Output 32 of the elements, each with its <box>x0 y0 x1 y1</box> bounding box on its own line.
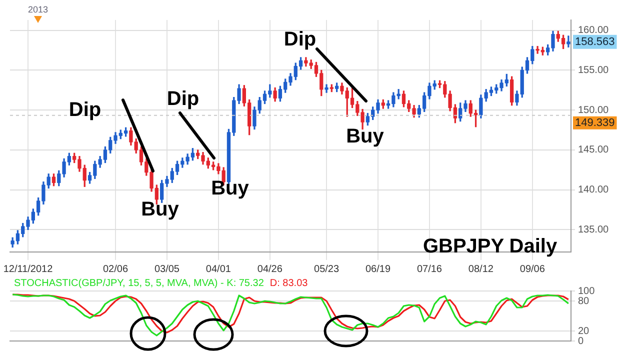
x-tick-label: 04/01 <box>206 264 232 275</box>
series-label: D: 83.03 <box>270 278 308 289</box>
y-tick-label: 155.00 <box>578 64 610 76</box>
y-tick-label: 140.00 <box>578 184 610 196</box>
x-tick-label: 06/19 <box>365 264 391 275</box>
x-tick-label: 05/23 <box>314 264 340 275</box>
annotation: Dip <box>166 88 200 110</box>
annotation: Buy <box>211 178 250 200</box>
y-tick-label: 0 <box>578 336 584 347</box>
x-tick-label: 04/26 <box>257 264 283 275</box>
ref-line-label: 149.339 <box>575 116 615 129</box>
y-tick-label: 150.00 <box>578 104 610 116</box>
x-tick-label: 03/05 <box>154 264 180 275</box>
text: 2013 <box>28 4 48 14</box>
y-tick-label: 135.00 <box>578 224 610 236</box>
annotation: GBPJPY Daily <box>422 236 558 258</box>
annotation: Dip <box>284 28 316 51</box>
x-tick-label: 08/12 <box>468 264 494 275</box>
y-tick-label: 80 <box>578 296 590 307</box>
annotation: Buy <box>141 198 180 221</box>
annotation: 158.563 <box>575 36 615 48</box>
y-tick-label: 145.00 <box>578 144 610 156</box>
series-label: STOCHASTIC(GBP/JPY, 15, 5, 5, MVA, MVA) - K: 75.32 <box>14 278 264 289</box>
x-tick-label: 07/16 <box>416 264 442 275</box>
x-tick-label: 09/06 <box>520 264 546 275</box>
y-tick-label: 20 <box>578 326 590 337</box>
annotation: Buy <box>346 126 385 148</box>
annotation: Dip <box>68 98 102 121</box>
x-tick-label: 12/11/2012 <box>3 264 54 275</box>
y-tick-label: 100 <box>578 286 596 297</box>
y-tick-label: 160.00 <box>578 25 610 36</box>
x-tick-label: 02/06 <box>102 264 128 275</box>
